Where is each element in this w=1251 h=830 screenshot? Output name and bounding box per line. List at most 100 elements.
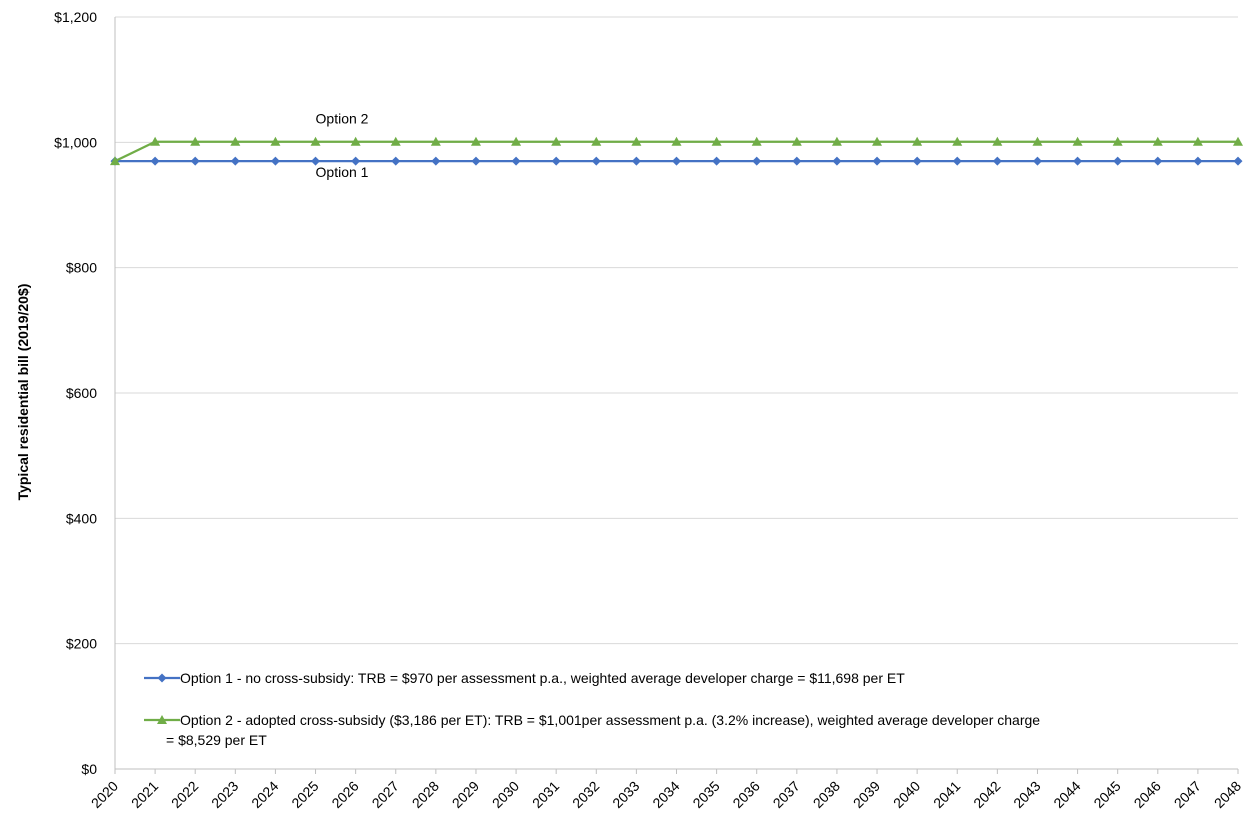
- x-tick-label: 2038: [810, 778, 843, 811]
- x-tick-label: 2040: [890, 778, 923, 811]
- data-point: [912, 136, 923, 146]
- data-point: [391, 156, 401, 166]
- y-tick-labels: $0 $200 $400 $600 $800 $1,000 $1,200: [54, 9, 97, 777]
- y-axis-title: Typical residential bill (2019/20$): [15, 284, 31, 501]
- data-point: [591, 156, 601, 166]
- legend-label: Option 2 - adopted cross-subsidy ($3,186…: [180, 712, 1040, 728]
- series-1: [110, 156, 1243, 166]
- data-point: [390, 136, 401, 146]
- data-point: [872, 136, 883, 146]
- x-tick-label: 2037: [770, 778, 803, 811]
- data-point: [150, 156, 160, 166]
- x-tick-label: 2033: [609, 778, 642, 811]
- x-tick-labels: 2020 2021 2022 2023 2024 2025 2026 2027 2028 2029…: [88, 778, 1244, 811]
- data-point: [1193, 156, 1203, 166]
- x-tick-label: 2046: [1131, 778, 1164, 811]
- data-series: [110, 136, 1243, 166]
- y-tick-label: $600: [66, 385, 97, 401]
- legend-entry-1: Option 1 - no cross-subsidy: TRB = $970 …: [144, 670, 905, 686]
- y-tick-label: $0: [81, 761, 97, 777]
- gridlines: [115, 16, 1238, 645]
- series-2: [110, 136, 1243, 166]
- data-point: [470, 136, 481, 146]
- data-point: [992, 156, 1002, 166]
- data-point: [270, 136, 281, 146]
- series-annotation: Option 1: [316, 164, 369, 180]
- x-tick-label: 2031: [529, 778, 562, 811]
- data-point: [631, 156, 641, 166]
- data-point: [1113, 156, 1123, 166]
- legend-label: = $8,529 per ET: [166, 732, 267, 748]
- data-point: [1233, 156, 1243, 166]
- legend-label: Option 1 - no cross-subsidy: TRB = $970 …: [180, 670, 905, 686]
- x-tick-label: 2039: [850, 778, 883, 811]
- y-tick-label: $1,000: [54, 134, 97, 150]
- data-point: [551, 156, 561, 166]
- x-tick-label: 2034: [649, 778, 682, 811]
- data-point: [150, 136, 161, 146]
- data-point: [471, 156, 481, 166]
- data-point: [350, 136, 361, 146]
- data-point: [311, 156, 321, 166]
- x-tick-label: 2027: [369, 778, 402, 811]
- data-point: [1032, 156, 1042, 166]
- data-point: [791, 136, 802, 146]
- x-tick-label: 2047: [1171, 778, 1204, 811]
- x-tick-label: 2029: [449, 778, 482, 811]
- data-point: [1073, 156, 1083, 166]
- data-point: [310, 136, 321, 146]
- x-tick-label: 2032: [569, 778, 602, 811]
- data-point: [431, 156, 441, 166]
- data-point: [992, 136, 1003, 146]
- x-tick-label: 2023: [208, 778, 241, 811]
- x-tick-label: 2028: [409, 778, 442, 811]
- data-point: [952, 156, 962, 166]
- data-point: [912, 156, 922, 166]
- y-tick-label: $200: [66, 636, 97, 652]
- data-point: [792, 156, 802, 166]
- axes: [114, 17, 1239, 774]
- data-point: [952, 136, 963, 146]
- x-tick-label: 2021: [128, 778, 161, 811]
- data-point: [110, 156, 120, 166]
- data-point: [751, 136, 762, 146]
- y-tick-label: $800: [66, 260, 97, 276]
- data-point: [1112, 136, 1123, 146]
- x-tick-label: 2025: [288, 778, 321, 811]
- data-point: [672, 156, 681, 166]
- x-tick-label: 2024: [248, 778, 281, 811]
- x-tick-label: 2045: [1090, 778, 1123, 811]
- legend: Option 1 - no cross-subsidy: TRB = $970 …: [144, 670, 1040, 748]
- x-tick-label: 2043: [1010, 778, 1043, 811]
- data-point: [1072, 136, 1083, 146]
- y-tick-label: $1,200: [54, 9, 97, 25]
- data-point: [511, 136, 522, 146]
- data-point: [711, 136, 722, 146]
- data-point: [831, 136, 842, 146]
- x-tick-label: 2044: [1050, 778, 1083, 811]
- data-point: [270, 156, 280, 166]
- data-point: [752, 156, 762, 166]
- data-point: [1192, 136, 1203, 146]
- data-point: [551, 136, 562, 146]
- x-tick-label: 2042: [970, 778, 1003, 811]
- x-tick-label: 2020: [88, 778, 121, 811]
- data-point: [1032, 136, 1043, 146]
- data-point: [157, 673, 167, 683]
- data-point: [230, 136, 241, 146]
- data-point: [157, 715, 167, 724]
- x-tick-label: 2041: [930, 778, 963, 811]
- x-tick-label: 2036: [729, 778, 762, 811]
- annotations: Option 2 Option 1: [316, 111, 369, 180]
- data-point: [1153, 156, 1163, 166]
- x-tick-label: 2048: [1211, 778, 1244, 811]
- data-point: [671, 136, 682, 146]
- data-point: [591, 136, 602, 146]
- data-point: [1152, 136, 1163, 146]
- x-tick-label: 2026: [328, 778, 361, 811]
- data-point: [1233, 136, 1243, 146]
- data-point: [872, 156, 882, 166]
- legend-entry-2: Option 2 - adopted cross-subsidy ($3,186…: [144, 712, 1040, 748]
- data-point: [190, 156, 200, 166]
